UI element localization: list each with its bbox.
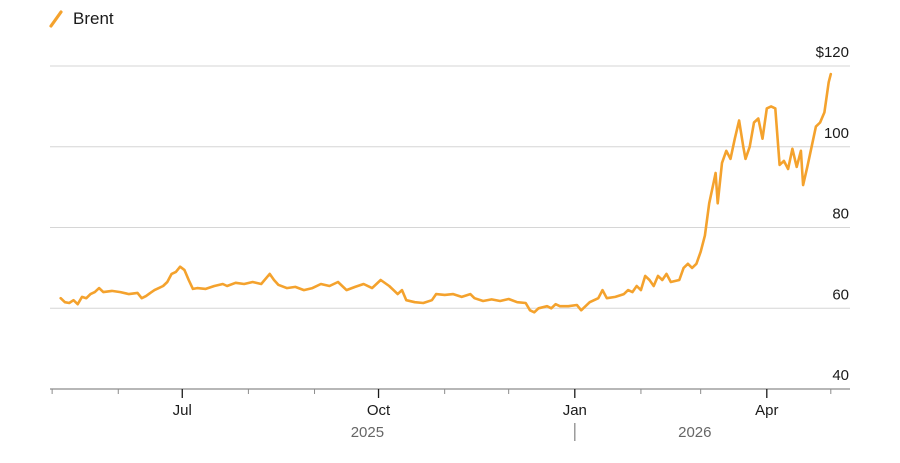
legend: Brent [49,9,114,28]
series-layer [59,72,833,314]
legend-label-brent: Brent [73,9,114,28]
gridlines [50,65,850,309]
legend-swatch-brent [49,10,63,28]
year-label-2025: 2025 [351,424,384,441]
x-axis: Jul Oct Jan Apr [50,388,850,419]
y-axis-labels: $120 100 80 60 40 [816,44,849,384]
year-label-2026: 2026 [678,424,711,441]
x-tick-label-oct: Oct [367,402,391,419]
year-labels: 2025 2026 [351,423,711,441]
y-tick-label-100: 100 [824,125,849,142]
y-tick-label-80: 80 [832,206,849,223]
y-tick-label-120: $120 [816,44,849,61]
x-tick-label-jul: Jul [173,402,192,419]
x-tick-label-apr: Apr [755,402,778,419]
x-tick-label-jan: Jan [563,402,587,419]
y-tick-label-60: 60 [832,286,849,303]
series-line-brent [59,72,833,314]
y-tick-label-40: 40 [832,367,849,384]
